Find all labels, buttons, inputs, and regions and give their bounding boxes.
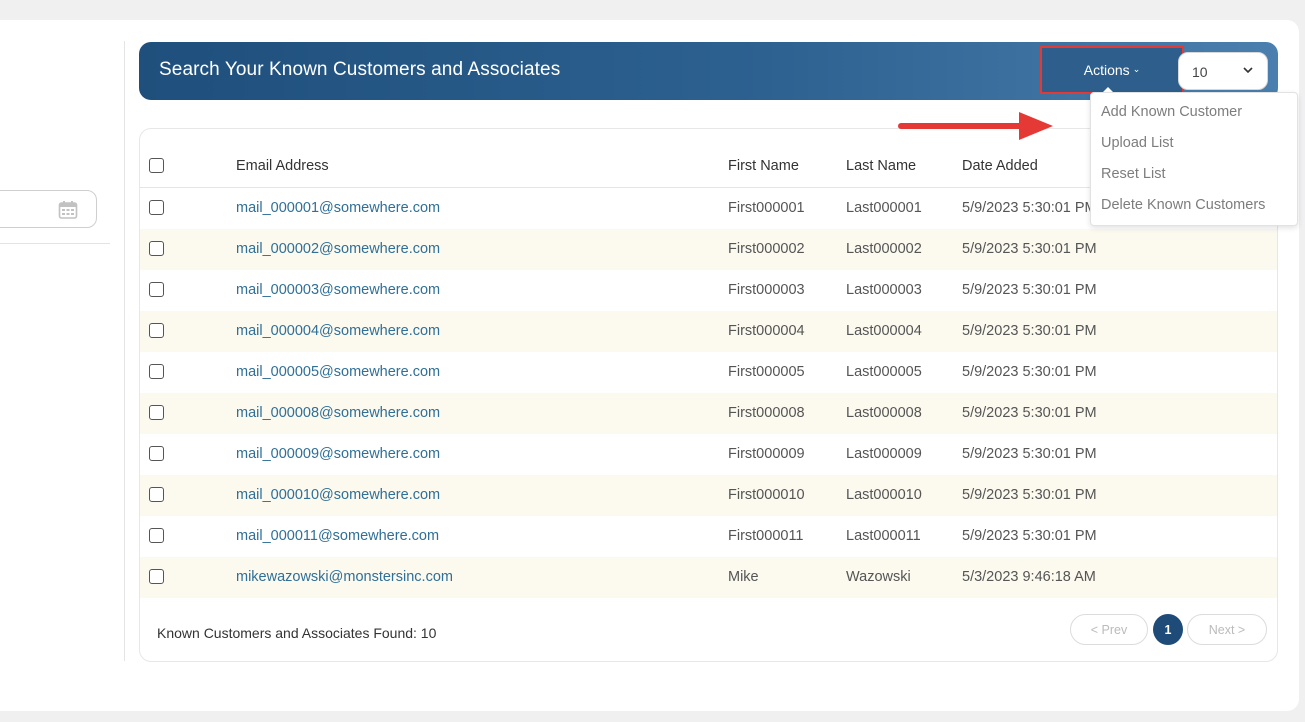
results-count: Known Customers and Associates Found: 10 <box>157 625 437 641</box>
select-all-checkbox[interactable] <box>149 158 164 173</box>
dropdown-caret <box>1101 87 1115 94</box>
column-header-last-name[interactable]: Last Name <box>846 158 917 174</box>
row-checkbox[interactable] <box>149 241 164 256</box>
row-last-name: Last000009 <box>846 446 922 462</box>
row-checkbox[interactable] <box>149 364 164 379</box>
menu-item-add-known-customer[interactable]: Add Known Customer <box>1101 104 1243 120</box>
row-email-link[interactable]: mail_000003@somewhere.com <box>236 282 441 298</box>
row-date-added: 5/9/2023 5:30:01 PM <box>962 446 1097 462</box>
row-email-link[interactable]: mail_000001@somewhere.com <box>236 200 441 216</box>
row-last-name: Last000003 <box>846 282 922 298</box>
row-last-name: Last000004 <box>846 323 922 339</box>
chevron-down-icon <box>1243 67 1253 74</box>
row-last-name: Last000002 <box>846 241 922 257</box>
row-checkbox[interactable] <box>149 528 164 543</box>
row-email-link[interactable]: mail_000005@somewhere.com <box>236 364 441 380</box>
row-checkbox[interactable] <box>149 323 164 338</box>
row-first-name: Mike <box>728 569 759 585</box>
row-last-name: Last000011 <box>846 528 921 544</box>
calendar-icon[interactable] <box>58 200 78 220</box>
row-email-link[interactable]: mail_000002@somewhere.com <box>236 241 441 257</box>
row-first-name: First000003 <box>728 282 805 298</box>
row-first-name: First000008 <box>728 405 805 421</box>
column-header-first-name[interactable]: First Name <box>728 158 799 174</box>
row-date-added: 5/9/2023 5:30:01 PM <box>962 282 1097 298</box>
menu-item-delete-known-customers[interactable]: Delete Known Customers <box>1101 197 1266 213</box>
table-row: mail_000010@somewhere.com First000010 La… <box>140 475 1277 516</box>
table-row: mail_000002@somewhere.com First000002 La… <box>140 229 1277 270</box>
row-first-name: First000010 <box>728 487 805 503</box>
row-first-name: First000001 <box>728 200 805 216</box>
next-page-button[interactable]: Next > <box>1187 614 1267 645</box>
column-header-date-added[interactable]: Date Added <box>962 158 1038 174</box>
actions-button-label: Actions <box>1083 62 1130 78</box>
row-email-link[interactable]: mail_000008@somewhere.com <box>236 405 441 421</box>
table-row: mail_000011@somewhere.com First000011 La… <box>140 516 1277 557</box>
row-first-name: First000005 <box>728 364 805 380</box>
table-row: mail_000004@somewhere.com First000004 La… <box>140 311 1277 352</box>
row-checkbox[interactable] <box>149 405 164 420</box>
table-row: mail_000009@somewhere.com First000009 La… <box>140 434 1277 475</box>
current-page-button[interactable]: 1 <box>1153 614 1183 645</box>
row-date-added: 5/9/2023 5:30:01 PM <box>962 241 1097 257</box>
row-date-added: 5/9/2023 5:30:01 PM <box>962 487 1097 503</box>
annotation-arrow-icon <box>898 112 1053 140</box>
table-row: mail_000001@somewhere.com First000001 La… <box>140 188 1277 229</box>
row-first-name: First000004 <box>728 323 805 339</box>
row-date-added: 5/9/2023 5:30:01 PM <box>962 364 1097 380</box>
per-page-value: 10 <box>1192 64 1208 80</box>
row-date-added: 5/9/2023 5:30:01 PM <box>962 405 1097 421</box>
per-page-select[interactable]: 10 <box>1178 52 1268 90</box>
row-last-name: Wazowski <box>846 569 911 585</box>
actions-menu: Add Known Customer Upload List Reset Lis… <box>1090 92 1298 226</box>
page-title: Search Your Known Customers and Associat… <box>159 59 561 80</box>
row-checkbox[interactable] <box>149 282 164 297</box>
row-email-link[interactable]: mail_000011@somewhere.com <box>236 528 440 544</box>
row-last-name: Last000010 <box>846 487 922 503</box>
menu-item-reset-list[interactable]: Reset List <box>1101 166 1166 182</box>
sidebar-divider <box>0 243 110 244</box>
menu-item-upload-list[interactable]: Upload List <box>1101 135 1174 151</box>
table-row: mail_000003@somewhere.com First000003 La… <box>140 270 1277 311</box>
table-row: mikewazowski@monstersinc.com Mike Wazows… <box>140 557 1277 598</box>
row-date-added: 5/9/2023 5:30:01 PM <box>962 200 1097 216</box>
row-email-link[interactable]: mail_000004@somewhere.com <box>236 323 441 339</box>
row-first-name: First000009 <box>728 446 805 462</box>
row-email-link[interactable]: mikewazowski@monstersinc.com <box>236 569 453 585</box>
row-checkbox[interactable] <box>149 446 164 461</box>
row-checkbox[interactable] <box>149 200 164 215</box>
row-email-link[interactable]: mail_000009@somewhere.com <box>236 446 441 462</box>
chevron-down-icon: ⌄ <box>1132 63 1141 74</box>
date-filter-input[interactable] <box>0 190 97 228</box>
row-first-name: First000011 <box>728 528 804 544</box>
row-checkbox[interactable] <box>149 487 164 502</box>
table-row: mail_000005@somewhere.com First000005 La… <box>140 352 1277 393</box>
column-header-email[interactable]: Email Address <box>236 158 329 174</box>
row-last-name: Last000005 <box>846 364 922 380</box>
row-checkbox[interactable] <box>149 569 164 584</box>
row-email-link[interactable]: mail_000010@somewhere.com <box>236 487 441 503</box>
row-date-added: 5/3/2023 9:46:18 AM <box>962 569 1096 585</box>
table-row: mail_000008@somewhere.com First000008 La… <box>140 393 1277 434</box>
row-date-added: 5/9/2023 5:30:01 PM <box>962 323 1097 339</box>
prev-page-button[interactable]: < Prev <box>1070 614 1148 645</box>
vertical-separator <box>124 41 125 661</box>
row-first-name: First000002 <box>728 241 805 257</box>
row-last-name: Last000008 <box>846 405 922 421</box>
row-date-added: 5/9/2023 5:30:01 PM <box>962 528 1097 544</box>
results-table: Email Address First Name Last Name Date … <box>139 128 1278 662</box>
table-header: Email Address First Name Last Name Date … <box>140 147 1277 188</box>
row-last-name: Last000001 <box>846 200 922 216</box>
